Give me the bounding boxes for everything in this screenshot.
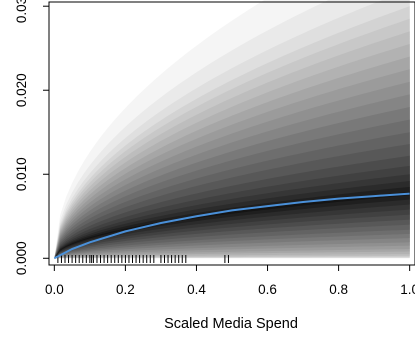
x-tick-label: 0.4	[187, 282, 206, 297]
y-axis: 0.000 0.010 0.020 0.030	[14, 0, 50, 275]
x-tick-label: 1.0	[400, 282, 415, 297]
rug-marks	[57, 255, 229, 263]
x-tick-label: 0.6	[258, 282, 277, 297]
median-response-line	[53, 192, 410, 260]
density-band	[54, 186, 410, 259]
y-tick-label: 0.010	[14, 157, 29, 191]
x-tick-label: 0.0	[45, 282, 64, 297]
x-axis: 0.0 0.2 0.4 0.6 0.8 1.0	[45, 264, 415, 297]
posterior-density-bands	[54, 0, 410, 259]
x-tick-label: 0.2	[116, 282, 135, 297]
y-tick-label: 0.020	[14, 73, 29, 107]
x-tick-label: 0.8	[329, 282, 348, 297]
y-tick-label: 0.000	[14, 241, 29, 275]
x-axis-title: Scaled Media Spend	[164, 316, 298, 332]
y-tick-label: 0.030	[14, 0, 29, 23]
